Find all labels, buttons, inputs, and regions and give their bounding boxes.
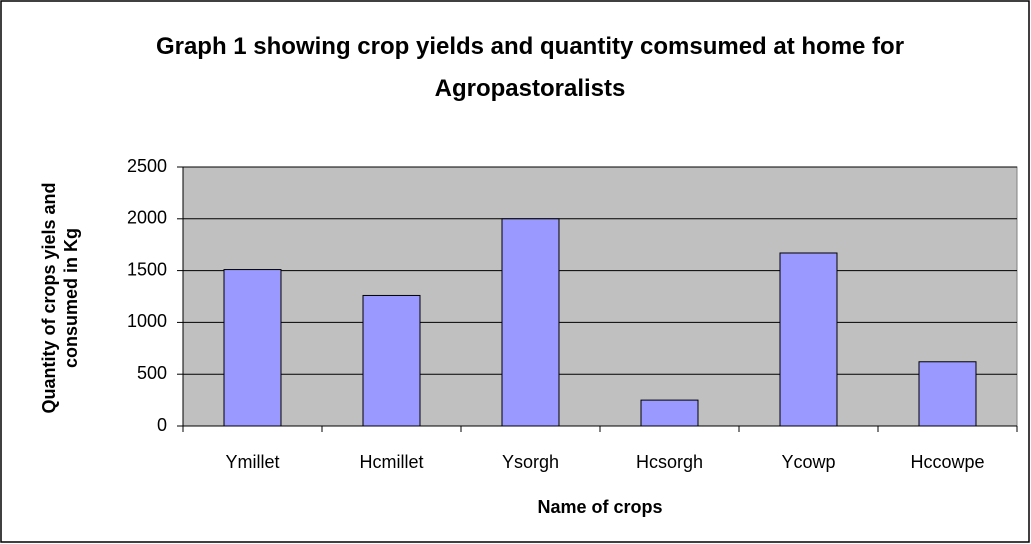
bar	[501, 218, 560, 427]
x-tick-label: Hcsorgh	[636, 452, 703, 472]
bar	[779, 252, 838, 427]
bar	[640, 399, 699, 427]
x-axis-title: Name of crops	[537, 497, 662, 517]
x-tick-label: Ysorgh	[502, 452, 559, 472]
y-tick-label: 2000	[127, 208, 167, 228]
x-tick-label: Ymillet	[225, 452, 279, 472]
bar	[918, 361, 977, 427]
chart-title: Graph 1 showing crop yields and quantity…	[155, 33, 905, 102]
y-tick-label: 1000	[127, 311, 167, 331]
y-tick-label: 0	[157, 415, 167, 435]
x-tick-label: Ycowp	[781, 452, 835, 472]
bar	[362, 294, 421, 427]
x-tick-label: Hcmillet	[359, 452, 423, 472]
x-tick-label: Hccowpe	[910, 452, 984, 472]
y-tick-label: 1500	[127, 259, 167, 279]
y-tick-label: 500	[137, 363, 167, 383]
bar	[223, 269, 282, 427]
y-axis-title: Quantity of crops yiels and consumed in …	[39, 182, 81, 414]
y-tick-label: 2500	[127, 156, 167, 176]
plot-area	[182, 166, 1018, 427]
